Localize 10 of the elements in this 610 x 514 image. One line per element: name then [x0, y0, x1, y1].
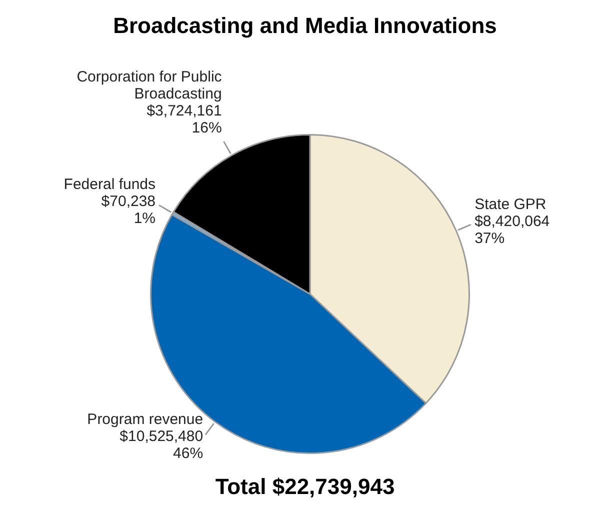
slice-label: Program revenue [87, 411, 204, 428]
chart-title: Broadcasting and Media Innovations [112, 12, 498, 40]
data-label: $70,238 1% [101, 193, 156, 228]
data-label: $3,724,161 16% [146, 102, 222, 137]
slice-label: State GPR [474, 196, 546, 214]
slice-label: Federal funds [64, 176, 156, 194]
slice-label: Corporation for Public Broadcasting [76, 68, 222, 103]
data-label: $8,420,064 37% [474, 213, 550, 248]
data-label: $10,525,480 46% [120, 428, 204, 462]
text: Total $22,739,943 [214, 474, 396, 500]
